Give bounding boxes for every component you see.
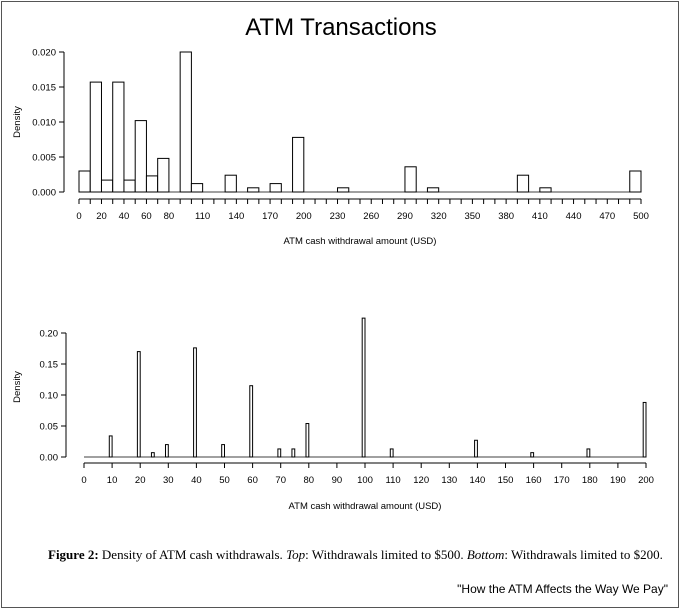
y-tick-label: 0.010	[32, 118, 56, 129]
histogram-bar	[337, 187, 350, 193]
x-tick-label: 500	[633, 211, 649, 222]
x-tick-label: 50	[219, 475, 230, 486]
histogram-bar	[277, 448, 282, 458]
histogram-bar	[404, 166, 417, 193]
x-tick-label: 180	[582, 475, 598, 486]
histogram-bar	[269, 183, 282, 193]
x-tick-label: 200	[296, 211, 312, 222]
x-tick-label: 160	[526, 475, 542, 486]
figure-caption: Figure 2: Density of ATM cash withdrawal…	[48, 547, 668, 563]
histogram-bar	[190, 183, 204, 193]
histogram-bar	[305, 423, 310, 458]
histogram-bar	[530, 452, 535, 458]
x-tick-label: 40	[191, 475, 202, 486]
y-tick-label: 0.15	[40, 360, 59, 371]
x-tick-label: 260	[363, 211, 379, 222]
histogram-bar	[134, 120, 147, 193]
histogram-bar	[221, 444, 226, 458]
histogram-bar	[292, 136, 305, 193]
x-tick-label: 20	[96, 211, 107, 222]
histogram-bar	[224, 174, 237, 193]
x-tick-label: 190	[610, 475, 626, 486]
x-tick-label: 60	[247, 475, 258, 486]
x-tick-label: 380	[498, 211, 514, 222]
caption-text-1: Density of ATM cash withdrawals.	[98, 547, 287, 562]
y-tick-label: 0.20	[40, 329, 59, 340]
bottom-histogram: 0 10 20 30 40 50 60 70 80 90 100 110 120 130 140 150 160…	[12, 317, 654, 512]
y-tick-label: 0.005	[32, 153, 56, 164]
x-tick-label: 170	[262, 211, 278, 222]
histogram-bar	[247, 187, 260, 193]
caption-bottom-word: Bottom	[466, 547, 505, 562]
x-tick-label: 0	[76, 211, 81, 222]
histogram-bar	[112, 81, 125, 193]
x-tick-label: 90	[332, 475, 343, 486]
histogram-bar	[136, 351, 141, 458]
y-axis-title: Density	[12, 371, 23, 403]
x-tick-label: 80	[164, 211, 175, 222]
histogram-bar	[629, 170, 642, 193]
x-axis-title: ATM cash withdrawal amount (USD)	[289, 501, 442, 512]
x-axis-title: ATM cash withdrawal amount (USD)	[284, 236, 437, 247]
histogram-bar	[89, 81, 102, 193]
x-tick-label: 440	[566, 211, 582, 222]
y-tick-label: 0.00	[40, 453, 59, 464]
histogram-bar	[426, 187, 440, 193]
top-histogram: 0 20 40 60 80 110 140 170 200 230 260 290 320 350 380 4…	[12, 48, 649, 248]
x-tick-label: 140	[228, 211, 244, 222]
histogram-bar	[516, 174, 530, 193]
x-tick-label: 200	[638, 475, 654, 486]
x-tick-label: 170	[554, 475, 570, 486]
x-tick-label: 140	[469, 475, 485, 486]
x-tick-label: 120	[413, 475, 429, 486]
y-tick-label: 0.020	[32, 48, 56, 59]
histogram-bar	[389, 448, 394, 458]
y-tick-label: 0.015	[32, 83, 56, 94]
x-tick-label: 110	[195, 211, 210, 222]
x-tick-label: 60	[141, 211, 152, 222]
x-tick-label: 110	[386, 475, 401, 486]
y-axis-title: Density	[12, 106, 23, 138]
x-tick-label: 0	[81, 475, 86, 486]
x-tick-label: 470	[599, 211, 615, 222]
source-note: "How the ATM Affects the Way We Pay"	[457, 582, 668, 596]
x-tick-label: 290	[397, 211, 413, 222]
histogram-bar	[539, 187, 552, 193]
x-tick-label: 30	[163, 475, 174, 486]
x-tick-label: 150	[498, 475, 514, 486]
chart-title: ATM Transactions	[245, 14, 437, 41]
x-tick-label: 100	[357, 475, 373, 486]
y-tick-label: 0.000	[32, 188, 56, 199]
caption-top-word: Top	[286, 547, 306, 562]
histogram-bar	[164, 444, 169, 458]
histogram-bar	[474, 439, 478, 458]
histogram-bar	[361, 317, 366, 458]
y-tick-label: 0.10	[40, 391, 59, 402]
histogram-bar	[150, 452, 155, 458]
x-tick-label: 10	[107, 475, 118, 486]
histogram-bar	[249, 385, 254, 458]
x-tick-label: 410	[532, 211, 548, 222]
histogram-bar	[179, 51, 192, 193]
x-tick-label: 40	[119, 211, 130, 222]
x-tick-label: 80	[304, 475, 315, 486]
caption-text-3: : Withdrawals limited to $200.	[504, 547, 663, 562]
histogram-bar	[586, 448, 591, 458]
x-tick-label: 320	[431, 211, 447, 222]
y-tick-label: 0.05	[40, 422, 59, 433]
caption-label: Figure 2:	[48, 547, 99, 562]
histogram-bar	[157, 157, 170, 193]
caption-text-2: : Withdrawals limited to $500.	[305, 547, 467, 562]
x-tick-label: 230	[330, 211, 346, 222]
histogram-bar	[291, 448, 296, 458]
x-tick-label: 70	[275, 475, 286, 486]
x-tick-label: 350	[464, 211, 480, 222]
histogram-bar	[108, 435, 113, 458]
histogram-bar	[193, 347, 197, 458]
histogram-bar	[642, 401, 647, 458]
x-tick-label: 20	[135, 475, 146, 486]
x-tick-label: 130	[441, 475, 457, 486]
